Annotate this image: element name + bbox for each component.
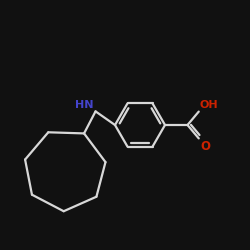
Text: HN: HN xyxy=(74,100,93,110)
Text: OH: OH xyxy=(200,100,218,110)
Text: O: O xyxy=(200,140,210,153)
